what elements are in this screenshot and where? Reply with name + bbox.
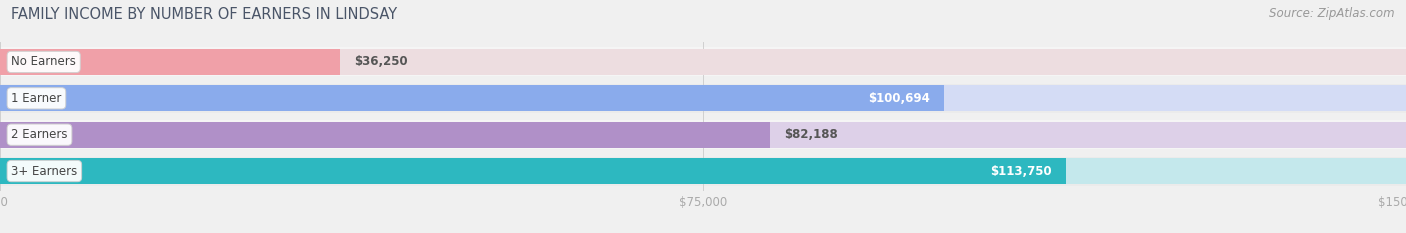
Bar xyxy=(0,122,770,148)
Bar xyxy=(0,84,1406,113)
Text: No Earners: No Earners xyxy=(11,55,76,69)
Bar xyxy=(0,85,1406,111)
Text: $100,694: $100,694 xyxy=(868,92,929,105)
Text: $36,250: $36,250 xyxy=(354,55,408,69)
Bar xyxy=(0,47,1406,76)
Bar xyxy=(0,122,1406,148)
Bar xyxy=(0,85,943,111)
Bar xyxy=(0,49,340,75)
Text: FAMILY INCOME BY NUMBER OF EARNERS IN LINDSAY: FAMILY INCOME BY NUMBER OF EARNERS IN LI… xyxy=(11,7,398,22)
Text: $113,750: $113,750 xyxy=(991,164,1052,178)
Text: Source: ZipAtlas.com: Source: ZipAtlas.com xyxy=(1270,7,1395,20)
Bar xyxy=(0,158,1406,184)
Bar xyxy=(0,49,1406,75)
Text: 3+ Earners: 3+ Earners xyxy=(11,164,77,178)
Bar xyxy=(0,120,1406,149)
Text: $82,188: $82,188 xyxy=(785,128,838,141)
Bar xyxy=(0,158,1066,184)
Text: 2 Earners: 2 Earners xyxy=(11,128,67,141)
Text: 1 Earner: 1 Earner xyxy=(11,92,62,105)
Bar xyxy=(0,157,1406,186)
